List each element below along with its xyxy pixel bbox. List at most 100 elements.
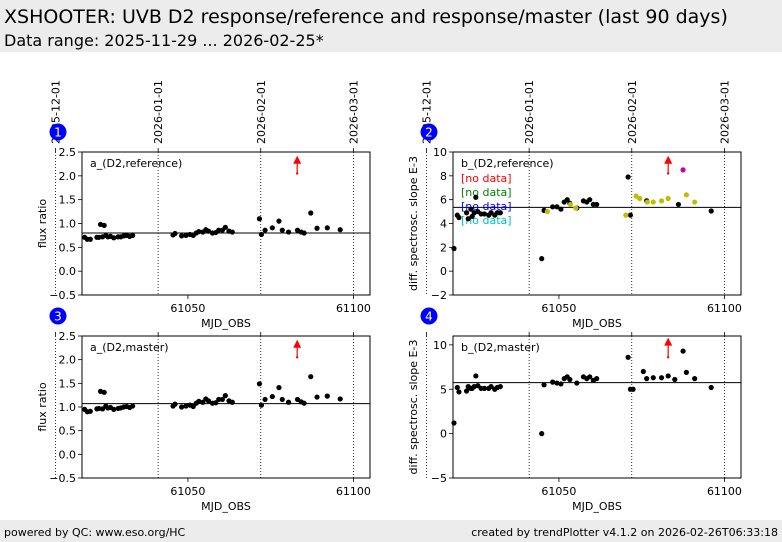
data-point	[314, 394, 320, 400]
data-point	[229, 229, 235, 235]
data-point	[301, 400, 307, 406]
data-point	[456, 214, 462, 221]
x-axis-label: MJD_OBS	[572, 317, 622, 330]
data-point	[285, 399, 292, 405]
data-point	[680, 167, 686, 173]
y-tick-label: −0.5	[49, 472, 76, 485]
y-tick-label: −5	[431, 472, 447, 485]
data-point	[269, 393, 275, 400]
data-point	[692, 376, 698, 382]
data-point	[650, 199, 656, 205]
data-point	[179, 404, 185, 410]
data-point	[279, 396, 285, 403]
panel-title: a_(D2,reference)	[90, 157, 182, 170]
y-tick-label: 1.0	[59, 218, 77, 231]
data-point	[111, 406, 117, 412]
data-point	[196, 229, 202, 235]
data-point	[200, 399, 206, 405]
data-point	[269, 225, 275, 231]
no-data-note: [no data]	[461, 172, 512, 185]
data-point	[473, 373, 479, 379]
y-axis-label: diff. spectrosc. slope E-3	[407, 340, 420, 475]
data-point	[554, 204, 560, 210]
data-point	[558, 381, 564, 387]
data-point	[675, 201, 682, 208]
data-point	[672, 376, 678, 383]
data-point	[539, 256, 545, 262]
data-point	[337, 396, 343, 402]
data-point	[550, 204, 556, 210]
data-point	[314, 225, 320, 231]
data-point	[497, 383, 503, 390]
date-label: 2026-01-01	[152, 80, 165, 144]
panel-title: a_(D2,master)	[90, 341, 169, 354]
data-point	[640, 368, 646, 375]
outlier-arrow-head	[664, 337, 673, 346]
data-point	[256, 381, 263, 387]
data-point	[708, 208, 714, 214]
data-point	[650, 375, 656, 381]
y-tick-label: 10	[433, 146, 447, 159]
data-point	[111, 235, 117, 241]
y-axis-label: flux ratio	[36, 382, 49, 432]
y-axis-label: diff. spectrosc. slope E-3	[407, 156, 420, 291]
plot-frame	[81, 151, 371, 296]
outlier-arrow-base	[295, 172, 299, 175]
y-tick-label: 0	[440, 428, 447, 441]
data-point	[285, 229, 292, 235]
data-point	[216, 396, 222, 403]
data-point	[658, 198, 665, 204]
y-tick-label: 2.0	[59, 170, 77, 183]
data-point	[488, 383, 494, 390]
chart-panel-4: −5 0 5 10 61050 61100 MJD_OBS diff. spectrosc. …	[407, 307, 742, 513]
data-point	[644, 376, 650, 382]
y-tick-label: 1.0	[59, 401, 77, 414]
y-tick-label: 10	[433, 339, 447, 352]
data-point	[130, 232, 136, 239]
data-point	[324, 225, 330, 231]
footer-band: powered by QC: www.eso.org/HC created by…	[0, 520, 782, 542]
panel-number-label: 4	[425, 310, 433, 324]
y-tick-label: 2.0	[59, 354, 77, 367]
data-point	[463, 210, 470, 216]
page-title: XSHOOTER: UVB D2 response/reference and …	[4, 6, 728, 28]
data-point	[473, 194, 479, 200]
y-tick-label: 8	[440, 170, 447, 183]
data-point	[205, 398, 212, 404]
data-point	[179, 233, 185, 239]
x-tick-label: 61050	[170, 302, 205, 315]
data-point	[468, 206, 474, 212]
data-point	[630, 386, 636, 392]
data-point	[172, 230, 178, 237]
data-point	[465, 216, 471, 222]
date-label: 2026-01-01	[523, 80, 536, 144]
y-tick-label: 0.0	[59, 448, 77, 461]
y-tick-label: 0.5	[59, 425, 77, 438]
y-tick-label: 4	[440, 218, 447, 231]
panel-number-label: 3	[54, 310, 62, 324]
data-point	[101, 389, 107, 395]
data-point	[262, 227, 268, 233]
data-point	[497, 210, 503, 216]
data-point	[665, 373, 671, 379]
y-tick-label: 0.5	[59, 241, 77, 254]
data-point	[644, 199, 650, 205]
data-point	[665, 195, 671, 202]
data-point	[451, 420, 457, 426]
data-point	[222, 224, 228, 230]
data-point	[301, 230, 307, 236]
data-point	[708, 384, 714, 391]
data-point	[481, 385, 488, 391]
x-tick-label: 61050	[541, 302, 576, 315]
date-label: 2026-02-01	[255, 80, 268, 144]
data-point	[183, 403, 189, 409]
y-tick-label: 0	[440, 265, 447, 278]
x-axis-label: MJD_OBS	[201, 500, 251, 513]
data-point	[558, 206, 564, 212]
data-point	[222, 393, 228, 399]
panel-number-label: 2	[425, 126, 433, 140]
plot-frame	[452, 335, 742, 479]
data-point	[692, 199, 698, 205]
x-axis-label: MJD_OBS	[201, 317, 251, 330]
data-point	[130, 403, 136, 409]
